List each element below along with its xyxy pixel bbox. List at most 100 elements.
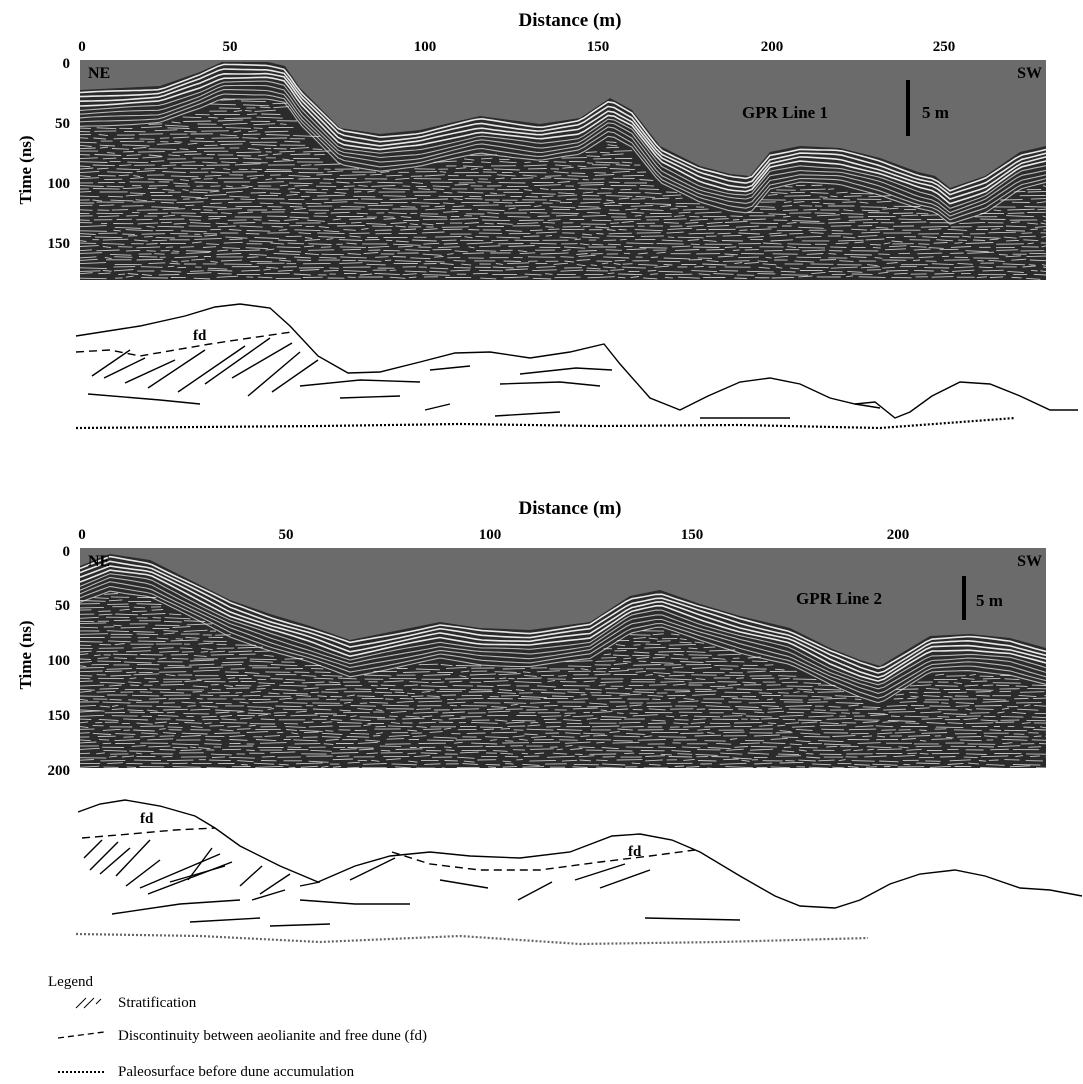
x-tick-label: 50 (223, 39, 238, 55)
discontinuity-2b (391, 849, 696, 871)
surface-reflector (80, 76, 1046, 205)
sw-label-2: SW (1017, 553, 1042, 570)
internal-reflector (80, 700, 1042, 705)
internal-reflector (80, 673, 1011, 678)
x-ticks-2: 0 50 100 150 200 (78, 527, 909, 543)
internal-reflector (80, 217, 1046, 222)
interpretation-1 (75, 303, 1078, 430)
internal-reflector (80, 765, 1046, 768)
internal-reflector (80, 268, 1046, 273)
stratification-1 (87, 337, 881, 419)
internal-reflector (80, 193, 1046, 199)
y-tick-label: 150 (48, 236, 71, 252)
internal-reflector (80, 720, 1046, 725)
y-tick-label: 150 (48, 708, 71, 724)
internal-reflector (80, 622, 213, 627)
outline-1 (75, 303, 1078, 419)
surface-reflector (80, 581, 1046, 694)
internal-reflector (80, 677, 1020, 681)
internal-reflector (80, 649, 736, 654)
internal-reflector (80, 214, 1046, 219)
internal-reflector (80, 636, 687, 641)
internal-reflector (94, 596, 157, 599)
internal-reflector (80, 616, 191, 620)
y-tick-label: 100 (48, 653, 71, 669)
radargram-2 (80, 548, 1046, 768)
surface-reflector (80, 569, 1046, 682)
fd-label-2a: fd (140, 811, 154, 827)
internal-reflector (80, 613, 182, 616)
internal-reflector (80, 603, 162, 605)
internal-reflector (80, 731, 1046, 736)
y-axis-title-2: Time (ns) (16, 620, 35, 689)
internal-reflector (80, 190, 1046, 195)
surface-reflector (80, 72, 1046, 200)
internal-reflector (80, 136, 305, 140)
internal-reflector (80, 662, 774, 668)
internal-reflector (80, 653, 741, 657)
internal-reflector (80, 248, 1045, 253)
x-tick-label: 150 (587, 39, 610, 55)
internal-reflector (80, 183, 1046, 188)
x-tick-label: 100 (414, 39, 437, 55)
y-tick-label: 200 (48, 763, 71, 779)
surface-reflector (80, 560, 1046, 674)
legend-item-paleosurface: Paleosurface before dune accumulation (58, 1064, 355, 1080)
internal-reflector (80, 224, 1046, 229)
internal-reflector (80, 659, 768, 664)
internal-reflector (80, 245, 1046, 250)
discontinuity-1 (75, 331, 293, 357)
internal-reflector (80, 747, 1040, 753)
scale-bar-2 (962, 576, 966, 620)
internal-reflector (80, 126, 294, 130)
internal-reflector (80, 261, 1046, 267)
gpr-line-1-panel: Distance (m) 0 50 100 150 200 250 0 50 1… (16, 10, 1046, 280)
internal-reflector (80, 231, 1046, 236)
sw-label-1: SW (1017, 65, 1042, 82)
legend-label: Paleosurface before dune accumulation (118, 1064, 355, 1080)
internal-reflector (80, 632, 680, 636)
surface-reflector (80, 89, 1046, 217)
internal-reflector (80, 163, 641, 168)
line-title-2: GPR Line 2 (796, 589, 882, 608)
ground-surface-2 (80, 554, 1046, 768)
internal-reflector (80, 687, 1046, 692)
internal-reflector (80, 133, 320, 138)
internal-reflector (80, 724, 1046, 729)
internal-reflector (80, 204, 1046, 209)
fd-label-2b: fd (628, 844, 642, 860)
y-tick-label: 0 (63, 56, 71, 72)
internal-reflector (80, 666, 785, 671)
x-tick-label: 200 (761, 39, 784, 55)
scale-bar-1 (906, 80, 910, 136)
internal-reflector (80, 646, 716, 651)
x-tick-label: 0 (78, 39, 86, 55)
internal-reflector (80, 140, 617, 144)
legend: Legend Stratification Discontinuity betw… (48, 974, 427, 1080)
stratification-symbol (75, 997, 102, 1009)
internal-reflector (80, 173, 645, 178)
reflectors-2 (80, 555, 1046, 768)
internal-reflector (80, 160, 633, 164)
internal-reflector (80, 754, 1046, 760)
surface-reflector (80, 93, 1046, 221)
surface-reflector (80, 585, 1046, 699)
internal-reflector (80, 166, 635, 171)
internal-reflector (80, 710, 1046, 715)
internal-reflector (80, 258, 1046, 263)
paleosurface-2 (75, 932, 869, 946)
internal-reflector (80, 669, 798, 675)
internal-reflector (80, 241, 1046, 246)
internal-reflector (80, 146, 620, 151)
internal-reflector (80, 129, 289, 133)
internal-reflector (80, 210, 1046, 215)
reflectors-1 (80, 63, 1046, 280)
interpretation-2 (75, 799, 1083, 946)
internal-reflector (80, 177, 654, 182)
x-tick-label: 200 (887, 527, 910, 543)
internal-reflector (80, 629, 665, 633)
internal-reflector (80, 626, 191, 630)
internal-reflector (80, 656, 761, 661)
y-ticks-2: 0 50 100 150 200 (48, 544, 71, 779)
